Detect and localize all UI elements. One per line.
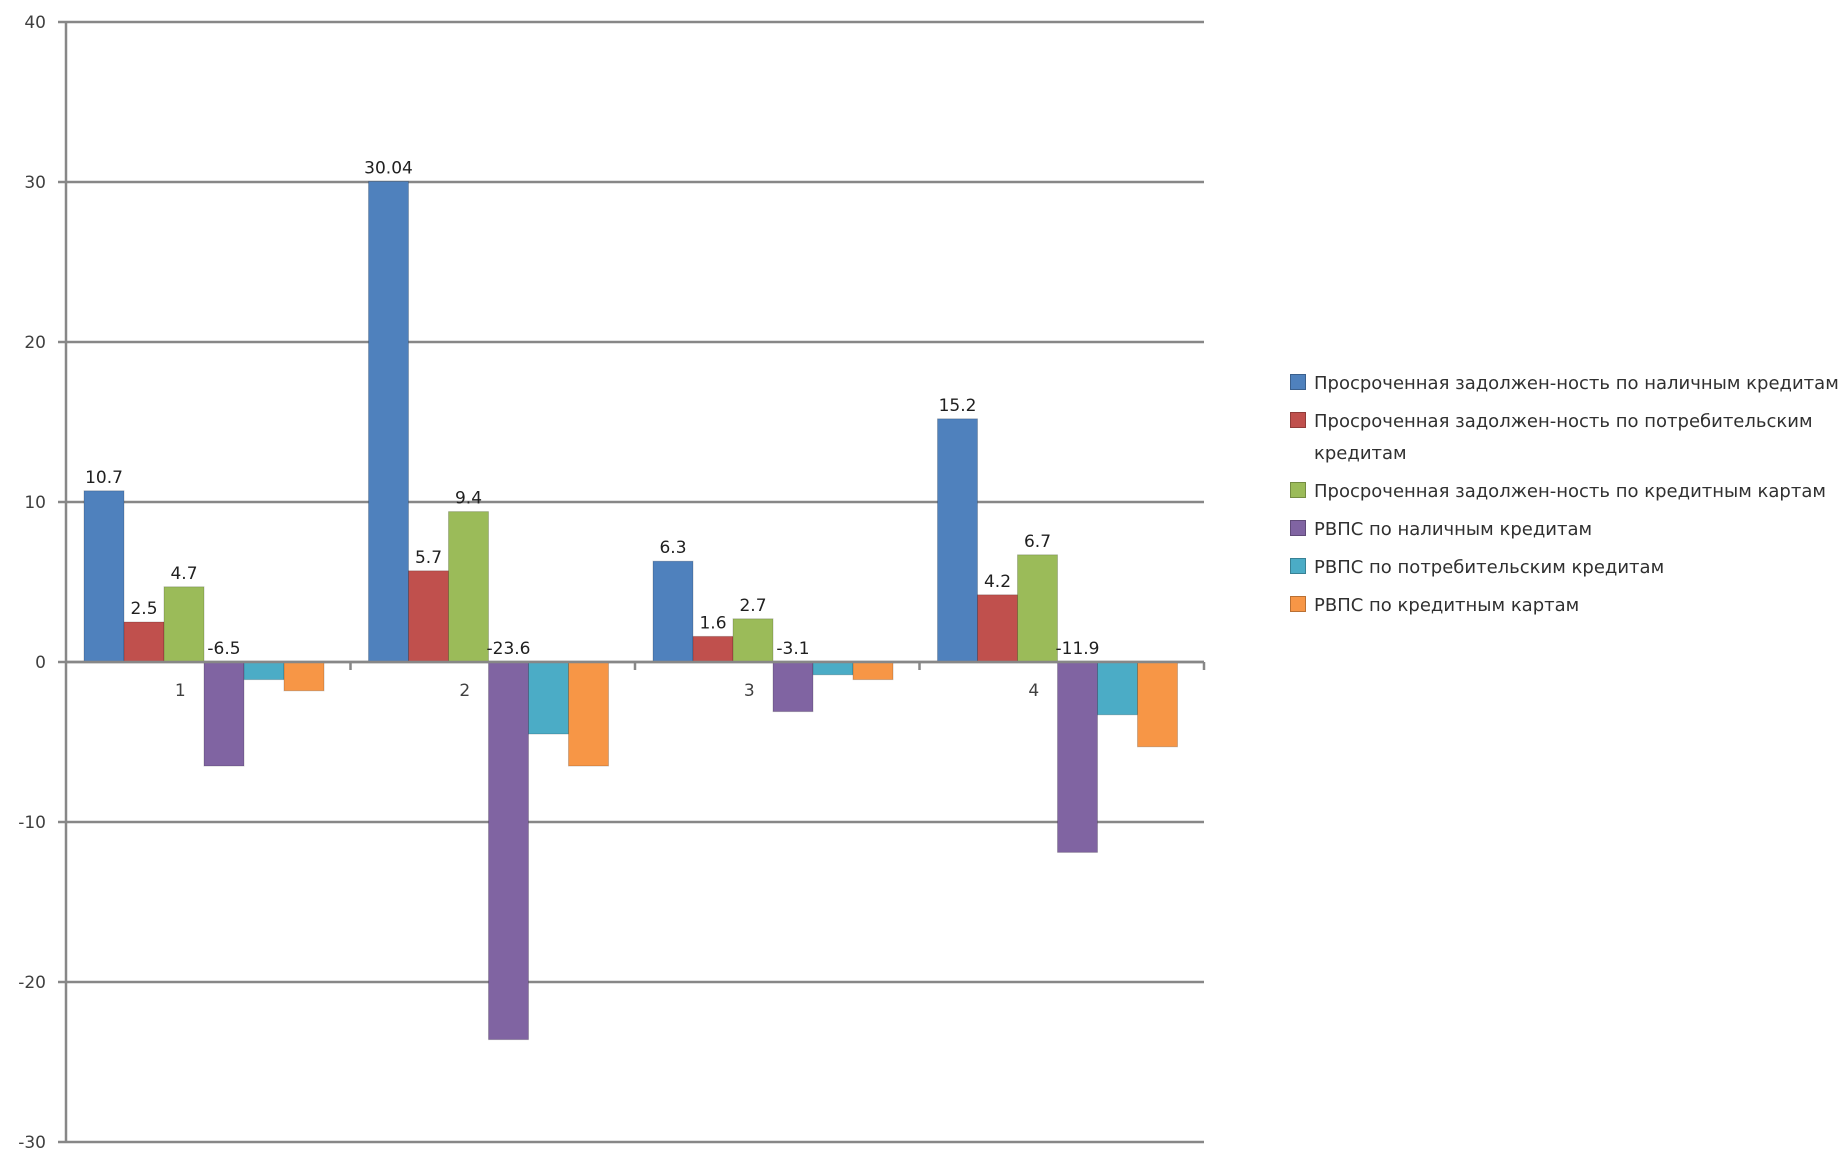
legend-label: Просроченная задолжен-ность по потребите… xyxy=(1314,411,1813,464)
legend-label: Просроченная задолжен-ность по наличным … xyxy=(1314,373,1839,394)
data-label: 2.5 xyxy=(130,599,157,619)
legend-label: РВПС по потребительским кредитам xyxy=(1314,557,1665,578)
bar xyxy=(692,635,734,663)
bar xyxy=(203,661,245,767)
data-label: 9.4 xyxy=(455,489,482,509)
data-label: -6.5 xyxy=(207,639,240,659)
bar xyxy=(568,661,609,767)
bar xyxy=(812,661,854,676)
data-label: 4.2 xyxy=(984,572,1011,592)
bar xyxy=(163,586,205,663)
bar xyxy=(772,661,814,713)
legend-item: РВПС по наличным кредитам xyxy=(1290,514,1842,546)
legend-swatch xyxy=(1290,520,1306,536)
bar xyxy=(1057,661,1098,853)
bar xyxy=(1097,661,1138,716)
data-label: 5.7 xyxy=(415,548,442,568)
bar xyxy=(528,661,569,735)
y-tick-label: -30 xyxy=(18,1133,46,1152)
legend-label: РВПС по кредитным картам xyxy=(1314,595,1580,616)
legend-swatch xyxy=(1290,374,1306,390)
data-label: -11.9 xyxy=(1056,639,1100,659)
legend-item: Просроченная задолжен-ность по кредитным… xyxy=(1290,476,1842,508)
y-tick-label: -10 xyxy=(18,813,46,833)
bar xyxy=(977,594,1018,663)
data-label: 4.7 xyxy=(170,564,197,584)
bar xyxy=(1137,661,1178,748)
y-tick-label: 0 xyxy=(35,653,46,673)
legend: Просроченная задолжен-ность по наличным … xyxy=(1290,368,1842,628)
legend-item: РВПС по кредитным картам xyxy=(1290,590,1842,622)
y-tick-label: -20 xyxy=(18,973,46,993)
data-label: -23.6 xyxy=(487,639,531,659)
y-tick-label: 20 xyxy=(24,333,46,353)
bar xyxy=(732,618,774,663)
y-tick-label: 40 xyxy=(24,13,46,33)
x-category-label: 1 xyxy=(175,681,186,701)
bar xyxy=(83,490,125,663)
data-label: 15.2 xyxy=(939,396,977,416)
data-label: 6.7 xyxy=(1024,532,1051,552)
bar xyxy=(123,621,165,663)
data-label: 10.7 xyxy=(85,468,123,488)
bar xyxy=(243,661,285,681)
y-tick-label: 10 xyxy=(24,493,46,513)
bar xyxy=(652,560,694,663)
bar xyxy=(408,570,449,663)
legend-item: Просроченная задолжен-ность по потребите… xyxy=(1290,406,1842,470)
data-label: 6.3 xyxy=(659,538,686,558)
legend-label: Просроченная задолжен-ность по кредитным… xyxy=(1314,481,1826,502)
legend-swatch xyxy=(1290,596,1306,612)
data-label: 30.04 xyxy=(364,158,413,178)
data-label: -3.1 xyxy=(776,639,809,659)
data-label: 1.6 xyxy=(699,613,726,633)
y-tick-label: 30 xyxy=(24,173,46,193)
bar xyxy=(1017,554,1058,663)
legend-item: Просроченная задолжен-ность по наличным … xyxy=(1290,368,1842,400)
x-category-label: 2 xyxy=(459,681,470,701)
bar xyxy=(283,661,325,692)
legend-swatch xyxy=(1290,482,1306,498)
legend-item: РВПС по потребительским кредитам xyxy=(1290,552,1842,584)
bar xyxy=(488,661,529,1041)
bar xyxy=(937,418,978,663)
bar xyxy=(368,180,409,663)
data-label: 2.7 xyxy=(739,596,766,616)
bar xyxy=(448,511,489,663)
legend-label: РВПС по наличным кредитам xyxy=(1314,519,1593,540)
x-category-label: 4 xyxy=(1028,681,1039,701)
x-category-label: 3 xyxy=(744,681,755,701)
bar xyxy=(852,661,894,681)
legend-swatch xyxy=(1290,412,1306,428)
legend-swatch xyxy=(1290,558,1306,574)
